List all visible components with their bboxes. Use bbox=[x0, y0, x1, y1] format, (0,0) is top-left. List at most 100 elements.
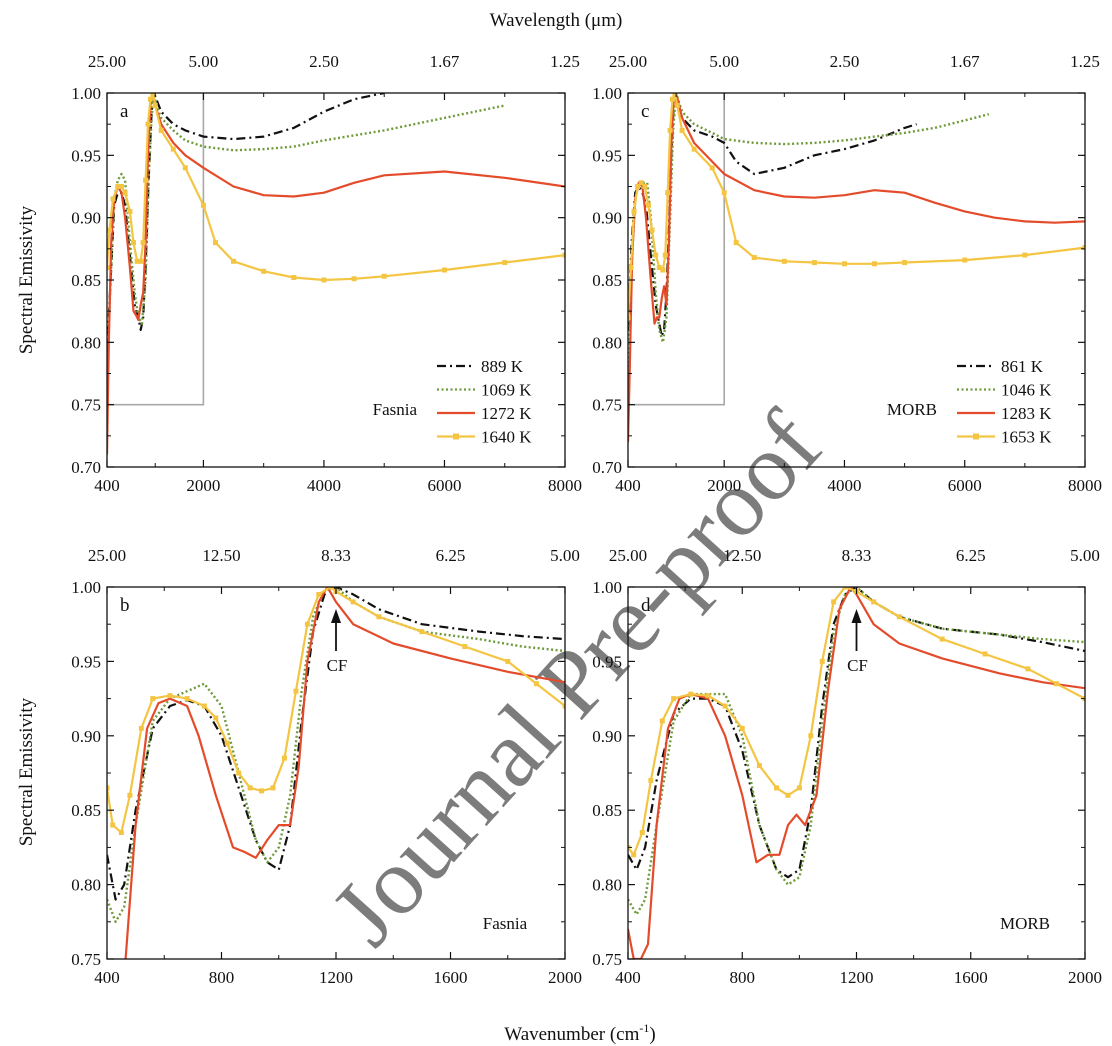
cf-arrow-head bbox=[331, 609, 341, 623]
legend-label-1: 1069 K bbox=[481, 381, 532, 400]
y-tick-label: 1.00 bbox=[71, 84, 101, 103]
series-point-c-3-16 bbox=[674, 102, 680, 108]
legend-label-0: 861 K bbox=[1001, 357, 1044, 376]
series-point-d-3-24 bbox=[1053, 681, 1059, 687]
y-tick-label: 0.90 bbox=[71, 209, 101, 228]
x-tick-label: 1600 bbox=[434, 968, 468, 987]
series-point-b-3-3 bbox=[127, 792, 133, 798]
series-point-a-3-27 bbox=[441, 267, 447, 273]
series-point-a-3-4 bbox=[118, 184, 124, 189]
series-point-a-3-10 bbox=[140, 240, 146, 246]
inset-box bbox=[107, 93, 205, 406]
panel-letter: a bbox=[120, 101, 129, 122]
series-line-d-1 bbox=[628, 587, 1085, 916]
y-tick-label: 0.85 bbox=[592, 271, 622, 290]
series-point-c-3-25 bbox=[841, 261, 847, 267]
x-tick-label: 1600 bbox=[954, 968, 988, 987]
top-tick-label: 1.67 bbox=[430, 52, 460, 71]
legend-label-0: 889 K bbox=[481, 357, 524, 376]
series-point-d-3-9 bbox=[739, 725, 745, 731]
series-line-a-3 bbox=[107, 93, 565, 282]
legend-label-2: 1272 K bbox=[481, 404, 532, 423]
series-point-d-3-11 bbox=[774, 785, 780, 791]
series-point-c-3-0 bbox=[628, 314, 631, 320]
top-tick-label: 2.50 bbox=[830, 52, 860, 71]
x-tick-label: 400 bbox=[94, 476, 120, 495]
series-point-c-3-7 bbox=[649, 227, 655, 233]
series-point-d-3-22 bbox=[982, 651, 988, 657]
series-point-b-3-8 bbox=[201, 703, 207, 709]
x-tick-label: 6000 bbox=[948, 476, 982, 495]
y-tick-label: 0.85 bbox=[592, 801, 622, 820]
y-tick-label: 0.95 bbox=[592, 146, 622, 165]
panel-letter: d bbox=[641, 595, 651, 616]
y-tick-label: 0.80 bbox=[71, 876, 101, 895]
series-point-d-3-14 bbox=[808, 733, 814, 739]
series-point-a-3-0 bbox=[107, 265, 110, 271]
series-point-b-3-17 bbox=[304, 621, 310, 627]
series-point-d-3-3 bbox=[648, 777, 654, 783]
series-point-a-3-18 bbox=[182, 165, 188, 171]
x-tick-label: 1200 bbox=[319, 968, 353, 987]
y-tick-label: 0.85 bbox=[71, 271, 101, 290]
series-point-d-3-5 bbox=[671, 696, 677, 702]
series-point-a-3-15 bbox=[152, 102, 158, 108]
bottom-axis-title-main: Wavenumber (cm bbox=[504, 1024, 639, 1045]
y-tick-label: 0.95 bbox=[71, 652, 101, 671]
y-axis-title-bottom: Spectral Emissivity bbox=[16, 697, 37, 846]
series-point-c-3-4 bbox=[638, 180, 644, 186]
series-line-b-3 bbox=[107, 587, 565, 834]
series-point-c-3-13 bbox=[667, 127, 673, 133]
series-point-b-3-0 bbox=[107, 785, 110, 791]
y-tick-label: 0.80 bbox=[592, 333, 622, 352]
series-point-c-3-2 bbox=[631, 208, 637, 214]
top-tick-label: 12.50 bbox=[723, 546, 761, 565]
series-point-d-3-10 bbox=[756, 763, 762, 769]
panel-a: 0.70 0.75 0.80 0.85 0.90 0.95 1.00 400 25.00 2000… bbox=[71, 52, 582, 495]
series-point-b-3-21 bbox=[350, 599, 356, 605]
series-point-a-3-25 bbox=[351, 276, 357, 282]
y-tick-label: 0.80 bbox=[592, 876, 622, 895]
bottom-axis-title-close: ) bbox=[649, 1024, 655, 1045]
x-tick-label: 4000 bbox=[827, 476, 861, 495]
series-group bbox=[628, 587, 1085, 959]
series-point-c-3-27 bbox=[902, 260, 908, 266]
series-point-a-3-11 bbox=[143, 177, 149, 183]
y-tick-label: 0.90 bbox=[71, 727, 101, 746]
series-point-d-3-20 bbox=[896, 614, 902, 620]
series-point-a-3-26 bbox=[381, 273, 387, 279]
series-point-c-3-10 bbox=[660, 267, 666, 273]
top-tick-label: 5.00 bbox=[189, 52, 219, 71]
series-point-c-3-5 bbox=[642, 184, 648, 189]
series-line-b-2 bbox=[124, 587, 565, 959]
series-point-b-3-1 bbox=[110, 822, 116, 828]
panel-c: 0.70 0.75 0.80 0.85 0.90 0.95 1.00 400 25.00 2000… bbox=[592, 52, 1102, 495]
top-tick-label: 8.33 bbox=[321, 546, 351, 565]
y-axis-title-top: Spectral Emissivity bbox=[16, 205, 37, 354]
series-point-a-3-2 bbox=[110, 196, 116, 202]
series-point-b-3-22 bbox=[376, 614, 382, 620]
series-point-b-3-24 bbox=[462, 644, 468, 650]
sample-label: Fasnia bbox=[483, 914, 528, 933]
y-tick-label: 0.75 bbox=[71, 396, 101, 415]
y-tick-label: 0.70 bbox=[71, 458, 101, 477]
series-point-b-3-13 bbox=[259, 788, 265, 794]
series-point-d-3-23 bbox=[1025, 666, 1031, 672]
y-tick-label: 0.75 bbox=[592, 950, 622, 969]
top-tick-label: 5.00 bbox=[550, 546, 580, 565]
x-tick-label: 400 bbox=[94, 968, 120, 987]
series-point-b-3-7 bbox=[184, 696, 190, 702]
series-point-b-3-6 bbox=[167, 693, 173, 699]
x-tick-label: 400 bbox=[615, 968, 641, 987]
series-point-b-3-23 bbox=[419, 629, 425, 635]
panel-letter: c bbox=[641, 101, 649, 122]
series-point-a-3-7 bbox=[131, 240, 137, 246]
top-tick-label: 1.25 bbox=[1070, 52, 1100, 71]
y-tick-label: 0.95 bbox=[592, 652, 622, 671]
series-line-d-0 bbox=[628, 587, 1085, 879]
series-point-d-3-6 bbox=[688, 691, 694, 697]
legend-label-3: 1640 K bbox=[481, 428, 532, 447]
legend-label-3: 1653 K bbox=[1001, 428, 1052, 447]
series-point-b-3-10 bbox=[224, 740, 230, 746]
